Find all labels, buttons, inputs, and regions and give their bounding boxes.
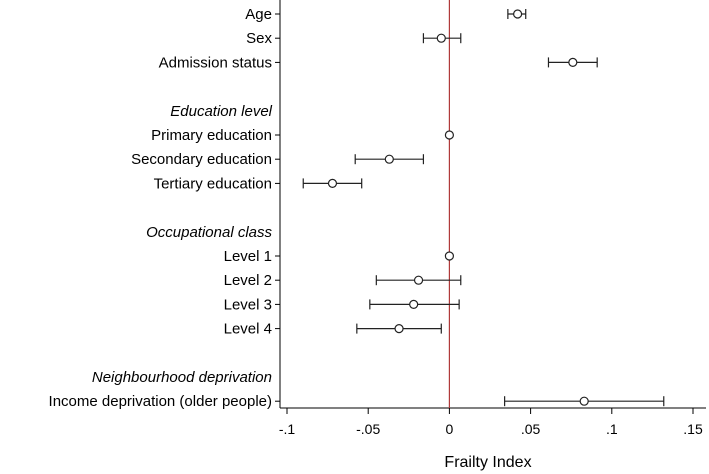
estimate-point xyxy=(409,299,419,309)
estimate-point xyxy=(579,396,589,406)
estimate-point xyxy=(444,130,454,140)
row-label: Primary education xyxy=(151,127,272,144)
plot-frame xyxy=(279,0,706,409)
row-label: Level 1 xyxy=(224,248,272,265)
x-axis: -.1 -.05 0 .05 .1 .15 xyxy=(279,408,703,437)
row-label: Income deprivation (older people) xyxy=(49,393,272,410)
row-label: Secondary education xyxy=(131,151,272,168)
estimate-point xyxy=(394,324,404,334)
estimate-point xyxy=(513,9,523,19)
row-labels: Age Sex Admission status Education level Pri… xyxy=(49,6,280,410)
estimate-point xyxy=(413,275,424,285)
row-label: Sex xyxy=(246,30,272,47)
x-tick-label: -.1 xyxy=(279,421,296,437)
x-tick-label: 0 xyxy=(446,421,454,437)
estimate-point xyxy=(568,57,578,68)
x-tick-label: .1 xyxy=(606,421,618,437)
estimate-point xyxy=(444,251,454,261)
x-axis-title: Frailty Index xyxy=(444,454,531,471)
group-label: Neighbourhood deprivation xyxy=(92,369,272,386)
estimate-point xyxy=(384,154,394,164)
row-label: Level 4 xyxy=(224,321,272,338)
group-label: Occupational class xyxy=(146,224,272,241)
group-label: Education level xyxy=(170,103,272,120)
estimate-marks xyxy=(302,9,665,407)
estimate-point xyxy=(327,178,338,188)
row-label: Level 3 xyxy=(224,296,272,313)
row-label: Admission status xyxy=(159,54,272,71)
row-label: Age xyxy=(245,6,272,23)
x-tick-label: .05 xyxy=(521,421,541,437)
estimate-point xyxy=(436,33,446,43)
x-tick-label: .15 xyxy=(683,421,703,437)
x-tick-label: -.05 xyxy=(356,421,380,437)
row-label: Level 2 xyxy=(224,272,272,289)
row-label: Tertiary education xyxy=(154,175,272,192)
